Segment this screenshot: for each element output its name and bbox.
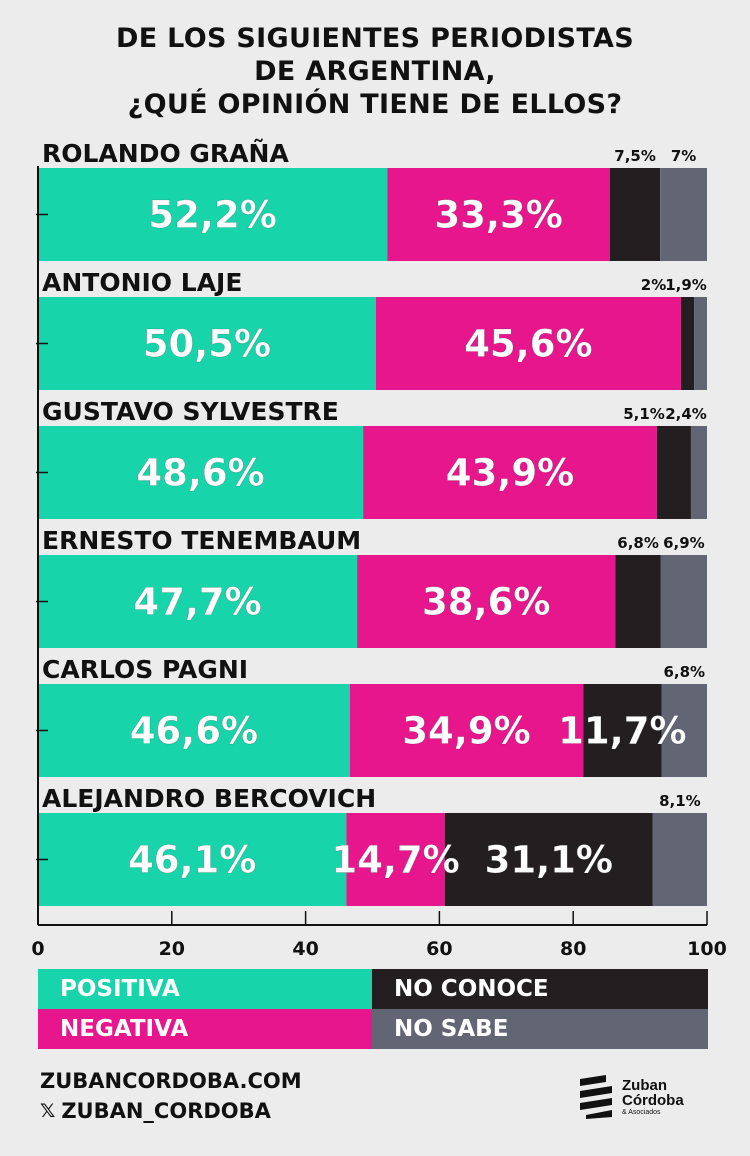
data-label-4-4: 6,9% bbox=[663, 534, 705, 552]
bar-6-negativa bbox=[346, 813, 445, 906]
category-label-4: ERNESTO TENEMBAUM bbox=[42, 526, 361, 555]
bar-2-no-conoce bbox=[680, 297, 695, 390]
bar-6-no-sabe bbox=[652, 813, 707, 906]
x-logo-icon: 𝕏 bbox=[40, 1100, 56, 1122]
legend-positiva-label: POSITIVA bbox=[60, 976, 180, 1002]
website-text: ZUBANCORDOBA.COM bbox=[40, 1069, 302, 1093]
bar-3-negativa bbox=[363, 426, 657, 519]
website-link[interactable]: ZUBANCORDOBA.COM bbox=[40, 1066, 302, 1096]
logo-line-3: & Asociados bbox=[622, 1108, 661, 1116]
data-label-5-2: 34,9% bbox=[402, 710, 530, 753]
title-line-2: DE ARGENTINA, bbox=[254, 56, 496, 87]
x-tick-label-60: 60 bbox=[426, 938, 452, 960]
x-tick-label-100: 100 bbox=[687, 938, 727, 960]
bar-3-positiva bbox=[38, 426, 364, 519]
data-label-3-2: 43,9% bbox=[446, 452, 574, 495]
data-label-6-2: 14,7% bbox=[331, 839, 459, 882]
bar-6-positiva bbox=[38, 813, 347, 906]
stacked-bar-chart: ROLANDO GRAÑA 52,2% 33,3% 7% 7,5% ANTONIO LAJ… bbox=[31, 139, 727, 960]
bar-3-no-conoce bbox=[656, 426, 691, 519]
x-tick-label-20: 20 bbox=[159, 938, 185, 960]
data-label-4-3: 6,8% bbox=[617, 534, 659, 552]
title-line-3: ¿QUÉ OPINIÓN TIENE DE ELLOS? bbox=[127, 89, 623, 120]
category-label-3: GUSTAVO SYLVESTRE bbox=[42, 397, 339, 426]
bar-2-negativa bbox=[375, 297, 681, 390]
data-label-1-1: 52,2% bbox=[148, 194, 276, 237]
data-label-1-4: 7% bbox=[671, 147, 696, 165]
legend-no-conoce-label: NO CONOCE bbox=[394, 976, 549, 1002]
legend-no-sabe-label: NO SABE bbox=[394, 1016, 509, 1042]
data-label-1-2: 33,3% bbox=[434, 194, 562, 237]
bar-4-negativa bbox=[357, 555, 616, 648]
data-label-3-3: 5,1% bbox=[623, 405, 665, 423]
category-label-6: ALEJANDRO BERCOVICH bbox=[42, 784, 376, 813]
bar-1-positiva bbox=[38, 168, 388, 261]
data-label-6-3: 31,1% bbox=[485, 839, 613, 882]
social-handle-text: ZUBAN_CORDOBA bbox=[61, 1099, 271, 1123]
bar-2-no-sabe bbox=[694, 297, 707, 390]
data-label-3-1: 48,6% bbox=[136, 452, 264, 495]
category-label-5: CARLOS PAGNI bbox=[42, 655, 248, 684]
bar-1-negativa bbox=[387, 168, 610, 261]
category-label-2: ANTONIO LAJE bbox=[42, 268, 242, 297]
legend-negativa-label: NEGATIVA bbox=[60, 1016, 189, 1042]
x-tick-label-80: 80 bbox=[560, 938, 586, 960]
data-label-4-1: 47,7% bbox=[133, 581, 261, 624]
bar-2-positiva bbox=[38, 297, 376, 390]
logo-line-2: Córdoba bbox=[622, 1091, 684, 1109]
bar-3-no-sabe bbox=[690, 426, 707, 519]
legend: POSITIVA NO CONOCE NEGATIVA NO SABE bbox=[38, 969, 708, 1049]
bar-4-no-sabe bbox=[660, 555, 707, 648]
data-label-5-4: 6,8% bbox=[663, 663, 705, 681]
chart-title: DE LOS SIGUIENTES PERIODISTAS DE ARGENTI… bbox=[0, 22, 750, 121]
data-label-5-3: 11,7% bbox=[558, 710, 686, 753]
legend-negativa: NEGATIVA bbox=[38, 1009, 372, 1049]
data-label-5-1: 46,6% bbox=[130, 710, 258, 753]
bar-6-no-conoce bbox=[444, 813, 653, 906]
bar-1-no-sabe bbox=[660, 168, 707, 261]
data-label-2-2: 45,6% bbox=[464, 323, 592, 366]
bar-4-no-conoce bbox=[615, 555, 661, 648]
bar-5-positiva bbox=[38, 684, 350, 777]
title-line-1: DE LOS SIGUIENTES PERIODISTAS bbox=[116, 23, 634, 54]
data-label-1-3: 7,5% bbox=[614, 147, 656, 165]
bar-5-negativa bbox=[349, 684, 584, 777]
bar-4-positiva bbox=[38, 555, 358, 648]
legend-positiva: POSITIVA bbox=[38, 969, 372, 1009]
data-label-2-3: 2% bbox=[641, 276, 666, 294]
logo-line-1: Zuban bbox=[622, 1076, 667, 1094]
x-tick-label-0: 0 bbox=[31, 938, 44, 960]
data-label-4-2: 38,6% bbox=[422, 581, 550, 624]
social-handle[interactable]: 𝕏 ZUBAN_CORDOBA bbox=[40, 1096, 302, 1126]
data-label-6-4: 8,1% bbox=[659, 792, 701, 810]
data-label-3-4: 2,4% bbox=[665, 405, 707, 423]
legend-no-conoce: NO CONOCE bbox=[372, 969, 708, 1009]
data-label-6-1: 46,1% bbox=[128, 839, 256, 882]
data-label-2-1: 50,5% bbox=[143, 323, 271, 366]
logo-text: Zuban Córdoba & Asociados bbox=[622, 1078, 684, 1117]
legend-no-sabe: NO SABE bbox=[372, 1009, 708, 1049]
x-tick-label-40: 40 bbox=[292, 938, 318, 960]
data-label-2-4: 1,9% bbox=[665, 276, 707, 294]
logo-mark-icon bbox=[580, 1075, 612, 1119]
zuban-cordoba-logo: Zuban Córdoba & Asociados bbox=[576, 1072, 706, 1122]
bar-5-no-sabe bbox=[661, 684, 707, 777]
category-label-1: ROLANDO GRAÑA bbox=[42, 139, 289, 168]
bar-1-no-conoce bbox=[609, 168, 661, 261]
bar-5-no-conoce bbox=[583, 684, 662, 777]
footer-links: ZUBANCORDOBA.COM 𝕏 ZUBAN_CORDOBA bbox=[40, 1066, 302, 1126]
